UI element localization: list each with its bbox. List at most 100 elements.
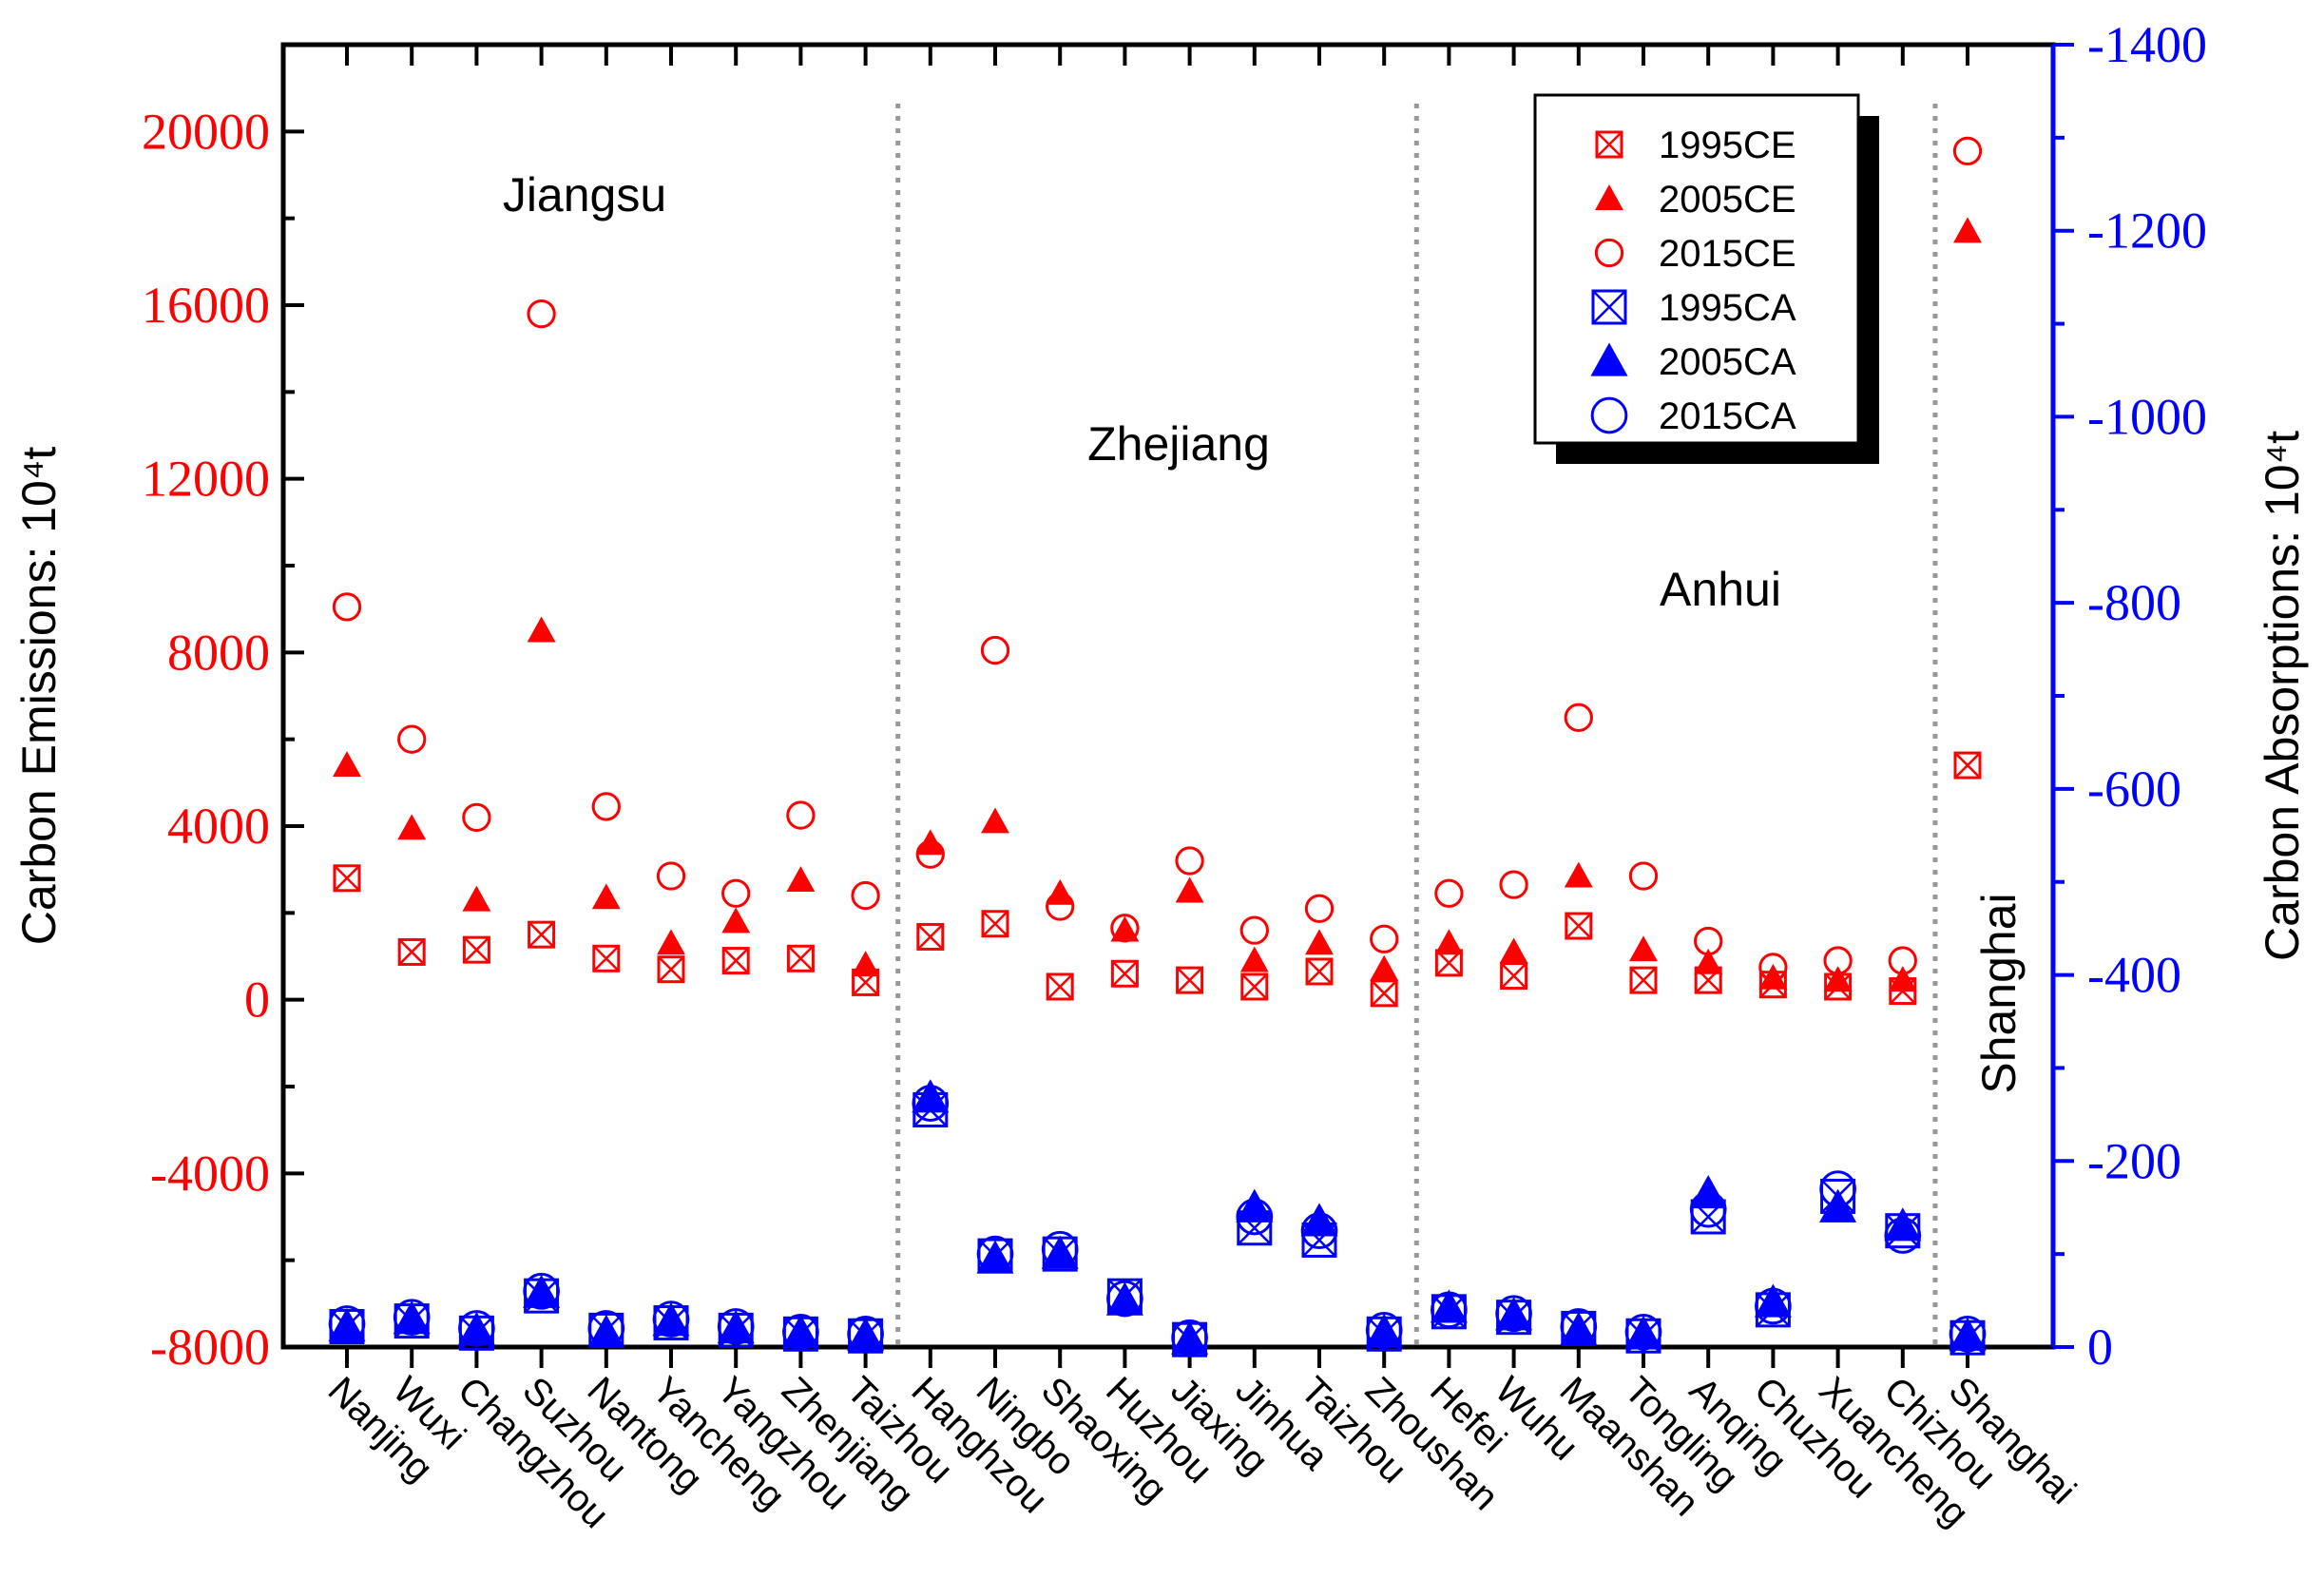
legend-marker-2005ca [1590, 342, 1628, 376]
point-2005ca [1949, 1317, 1987, 1351]
point-1995ce [1500, 962, 1528, 991]
point-2005ca [1365, 1313, 1403, 1347]
point-2015ca [652, 1300, 690, 1338]
point-1995ce [333, 864, 361, 893]
point-1995ce [592, 944, 621, 972]
data-points [328, 136, 1987, 1358]
right-tick-label: -600 [2087, 761, 2181, 818]
point-2005ce [1046, 878, 1075, 905]
point-2015ce [397, 724, 427, 754]
point-2005ca [1754, 1283, 1792, 1318]
point-2015ca [1106, 1280, 1143, 1318]
point-1995ce [721, 947, 750, 975]
point-1995ce [1953, 751, 1982, 780]
region-separators [895, 104, 1938, 1347]
point-2005ca [1300, 1203, 1338, 1237]
point-2015ce [1758, 953, 1788, 982]
point-2015ca [1236, 1198, 1274, 1236]
legend-marker-2015ce [1594, 238, 1624, 268]
point-2005ce [1175, 876, 1204, 903]
point-2015ca [1624, 1313, 1662, 1351]
point-1995ce [1305, 957, 1334, 986]
point-2015ca [1819, 1170, 1856, 1207]
region-label-anhui: Anhui [1660, 563, 1781, 616]
point-1995ce [528, 920, 556, 949]
point-2005ce [851, 951, 880, 977]
point-2015ce [1628, 861, 1659, 891]
left-tick-label: 20000 [142, 103, 270, 160]
point-2005ce [657, 929, 685, 955]
point-1995ce [462, 935, 490, 964]
point-2005ca [1495, 1297, 1533, 1331]
legend-label-2015ce: 2015CE [1659, 233, 1796, 275]
point-2005ce [721, 907, 751, 934]
point-2015ca [1689, 1190, 1727, 1228]
point-2005ce [1953, 217, 1982, 243]
point-2005ce [1888, 966, 1917, 992]
point-2005ce [981, 807, 1009, 834]
point-2015ce [1694, 926, 1723, 956]
point-2005ce [591, 883, 621, 910]
axis-ticks: 200001600012000800040000-4000-8000-1400-… [142, 16, 2207, 1536]
point-2015ce [1564, 703, 1593, 732]
left-tick-label: 12000 [142, 451, 270, 508]
point-1995ce [1629, 966, 1658, 994]
legend-label-2015ca: 2015CA [1659, 395, 1796, 437]
right-tick-label: 0 [2087, 1319, 2113, 1376]
point-2015ce [332, 592, 362, 622]
left-axis-title: Carbon Emissions: 10⁴t [12, 447, 66, 946]
point-1995ce [786, 944, 815, 972]
point-2015ca [1365, 1312, 1403, 1349]
point-2015ca [458, 1310, 495, 1347]
point-2005ce [1370, 954, 1399, 981]
point-2015ca [587, 1310, 625, 1347]
point-2015ca [1560, 1308, 1598, 1345]
point-1995ce [657, 955, 685, 984]
point-2005ca [1430, 1289, 1468, 1323]
point-2015ca [1300, 1212, 1338, 1250]
point-2005ca [976, 1240, 1014, 1274]
right-axis-title: Carbon Absorptions: 10⁴t [2256, 431, 2309, 961]
point-2005ca [457, 1311, 495, 1346]
left-tick-label: -8000 [150, 1319, 270, 1376]
point-2005ca [847, 1317, 885, 1351]
point-2005ce [333, 751, 361, 778]
legend-label-2005ce: 2005CE [1659, 179, 1796, 221]
point-2015ca [1431, 1291, 1468, 1329]
point-2005ce [527, 616, 556, 643]
point-2005ce [462, 885, 491, 912]
point-2015ca [393, 1299, 431, 1337]
point-2005ce [1110, 915, 1140, 942]
point-2015ca [1949, 1315, 1987, 1353]
point-2005ce [1758, 963, 1788, 990]
legend-label-1995ca: 1995CA [1659, 287, 1796, 329]
left-tick-label: 0 [244, 972, 270, 1029]
right-tick-label: -1000 [2087, 388, 2207, 445]
point-2005ce [1305, 929, 1334, 955]
point-2005ce [397, 814, 427, 840]
point-2005ca [652, 1302, 690, 1337]
right-tick-label: -200 [2087, 1132, 2181, 1189]
point-2015ce [1239, 915, 1269, 945]
point-2005ce [1629, 935, 1658, 962]
legend-box [1533, 93, 1860, 445]
point-2005ce [1823, 966, 1853, 992]
point-2015ce [915, 839, 945, 869]
point-2005ca [717, 1309, 755, 1344]
point-2005ca [1884, 1207, 1922, 1242]
point-2005ca [523, 1274, 561, 1308]
region-label-jiangsu: Jiangsu [503, 168, 666, 221]
right-tick-label: -400 [2087, 947, 2181, 1004]
point-2005ca [1624, 1315, 1662, 1349]
point-2015ce [1304, 894, 1335, 923]
point-2015ca [976, 1235, 1014, 1273]
point-2015ca [1171, 1319, 1208, 1357]
point-1995ce [1370, 979, 1398, 1008]
point-2015ce [1046, 892, 1075, 921]
point-2005ca [1560, 1311, 1598, 1346]
point-1995ce [397, 937, 426, 966]
left-tick-label: 16000 [142, 277, 270, 334]
point-2015ce [591, 792, 621, 821]
point-1995ce [1565, 912, 1593, 940]
point-2015ce [980, 635, 1010, 665]
